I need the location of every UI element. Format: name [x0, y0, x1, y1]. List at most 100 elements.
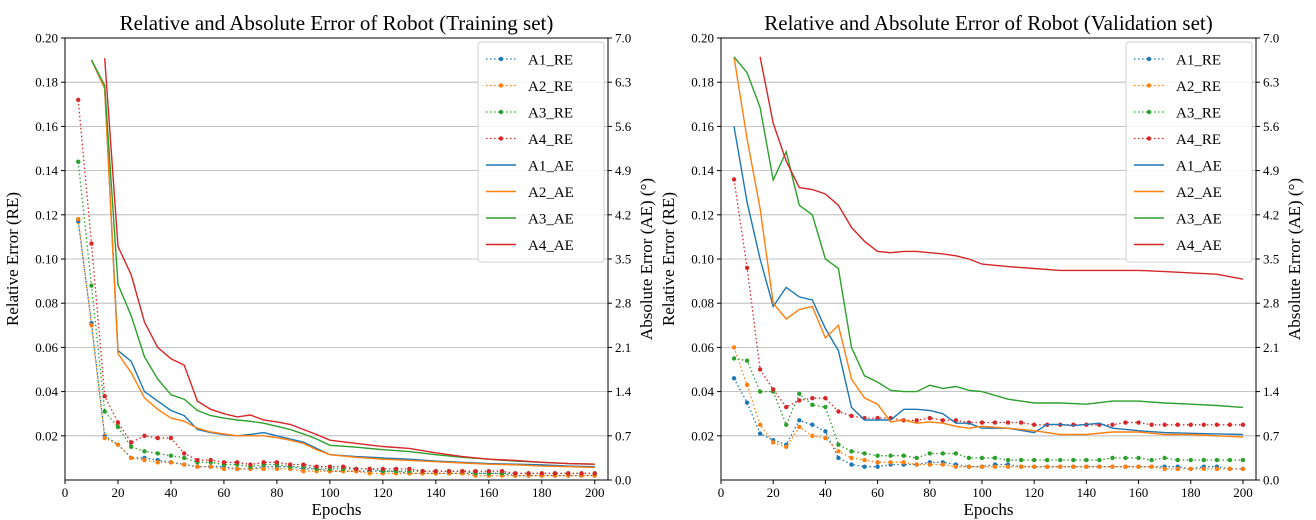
- data-point-a4-re: [181, 451, 187, 456]
- x-tick-label: 180: [532, 485, 552, 500]
- data-point-a4-re: [1123, 420, 1128, 425]
- data-point-a4-re: [1005, 420, 1011, 425]
- y-tick-label: 0.18: [691, 75, 714, 90]
- y-tick-label: 0.10: [691, 252, 714, 267]
- data-point-a2-re: [221, 466, 227, 472]
- legend: A1_RE A2_RE A3_RE A4_RE A1_AE A2_AE A3_AE A4_AE: [477, 41, 605, 263]
- x-tick-label: 0: [62, 485, 69, 500]
- data-point-a3-re: [1058, 457, 1063, 463]
- series-line-a2-ae: [90, 59, 595, 469]
- y-right-tick-label: 2.8: [1263, 296, 1279, 311]
- data-point-a4-re: [420, 468, 425, 474]
- data-point-a3-re: [1175, 457, 1180, 463]
- data-point-a4-re: [499, 468, 505, 474]
- data-point-a4-re: [592, 471, 597, 476]
- data-point-a4-re: [513, 471, 518, 476]
- legend-label-a2-re: A2_RE: [1176, 79, 1221, 95]
- y-right-tick-label: 5.6: [615, 119, 632, 134]
- data-point-a2-re: [1071, 464, 1076, 469]
- data-point-a2-re: [823, 435, 828, 441]
- data-point-a2-re: [1018, 464, 1024, 469]
- data-point-a3-re: [1149, 457, 1154, 463]
- x-tick-label: 100: [972, 485, 992, 500]
- data-point-a2-re: [1188, 466, 1193, 472]
- chart-title: Relative and Absolute Error of Robot (Va…: [764, 11, 1213, 35]
- x-tick-label: 180: [1181, 485, 1201, 500]
- legend-label-a4-re: A4_RE: [1176, 132, 1221, 148]
- data-point-a3-re: [862, 451, 867, 456]
- y-right-tick-label: 4.2: [1263, 207, 1279, 222]
- data-point-a4-re: [914, 418, 919, 423]
- data-point-a2-re: [261, 466, 266, 472]
- x-tick-label: 60: [871, 485, 884, 500]
- data-point-a4-re: [102, 393, 107, 399]
- data-point-a3-re: [757, 389, 763, 394]
- legend-label-a3-ae: A3_AE: [528, 212, 574, 228]
- data-point-a2-re: [1110, 464, 1115, 469]
- y-right-axis-label: Absolute Error (AE) (°): [637, 178, 656, 340]
- data-point-a4-re: [526, 471, 531, 476]
- y-right-tick-label: 2.1: [615, 340, 631, 355]
- data-point-a1-re: [744, 400, 750, 405]
- y-right-tick-label: 4.2: [615, 207, 631, 222]
- data-point-a4-re: [1201, 422, 1207, 427]
- legend-label-a1-ae: A1_AE: [1176, 159, 1222, 175]
- data-point-a3-re: [89, 283, 94, 288]
- y-tick-label: 0.20: [35, 31, 58, 46]
- y-right-tick-label: 6.3: [615, 75, 631, 90]
- data-point-a4-re: [115, 420, 121, 425]
- legend-label-a4-ae: A4_AE: [528, 238, 574, 254]
- y-right-tick-label: 2.1: [1263, 340, 1279, 355]
- data-point-a3-re: [1018, 457, 1024, 463]
- y-tick-label: 0.08: [35, 296, 58, 311]
- legend-marker-a3-re: [1146, 109, 1152, 115]
- data-point-a4-re: [836, 409, 841, 414]
- data-point-a4-re: [433, 468, 439, 474]
- data-point-a3-re: [810, 402, 815, 408]
- data-point-a2-re: [1175, 466, 1180, 472]
- x-tick-label: 160: [479, 485, 499, 500]
- data-point-a3-re: [1188, 457, 1193, 463]
- y-tick-label: 0.04: [35, 384, 58, 399]
- legend-marker-a2-re: [498, 83, 504, 88]
- y-right-tick-label: 7.0: [615, 31, 631, 46]
- data-point-a4-re: [566, 471, 571, 476]
- data-point-a3-re: [823, 404, 828, 410]
- legend-marker-a3-re: [498, 109, 504, 115]
- data-point-a4-re: [473, 468, 478, 474]
- data-point-a2-re: [757, 422, 763, 427]
- x-tick-label: 0: [718, 485, 725, 500]
- y-right-tick-label: 0.0: [1263, 473, 1279, 488]
- data-point-a1-re: [757, 431, 763, 436]
- y-tick-label: 0.02: [35, 428, 58, 443]
- series-line-a3-ae: [733, 56, 1244, 409]
- y-tick-label: 0.16: [691, 119, 714, 134]
- data-point-a4-re: [823, 396, 828, 401]
- data-point-a3-re: [115, 424, 121, 430]
- data-point-a3-re: [1097, 457, 1102, 463]
- data-point-a4-re: [875, 415, 880, 421]
- legend-label-a1-re: A1_RE: [1176, 53, 1221, 69]
- data-point-a2-re: [1005, 464, 1011, 469]
- data-point-a3-re: [155, 451, 160, 456]
- data-point-a2-re: [1136, 464, 1141, 469]
- data-point-a4-re: [992, 420, 998, 425]
- data-point-a4-re: [89, 241, 94, 246]
- legend-marker-a2-re: [1146, 83, 1152, 88]
- data-point-a3-re: [1005, 457, 1011, 463]
- series-line-a2-ae: [733, 56, 1244, 438]
- data-point-a3-re: [927, 451, 932, 456]
- data-point-a3-re: [129, 444, 134, 450]
- x-tick-label: 120: [373, 485, 393, 500]
- x-tick-label: 140: [426, 485, 446, 500]
- x-tick-label: 100: [320, 485, 340, 500]
- data-point-a2-re: [784, 444, 789, 450]
- data-point-a4-re: [1149, 422, 1154, 427]
- legend-label-a1-re: A1_RE: [528, 53, 573, 69]
- legend-label-a4-ae: A4_AE: [1176, 238, 1222, 254]
- y-tick-label: 0.06: [35, 340, 58, 355]
- x-tick-label: 160: [1129, 485, 1149, 500]
- series-line-a1-ae: [733, 126, 1244, 436]
- data-point-a1-re: [836, 455, 841, 461]
